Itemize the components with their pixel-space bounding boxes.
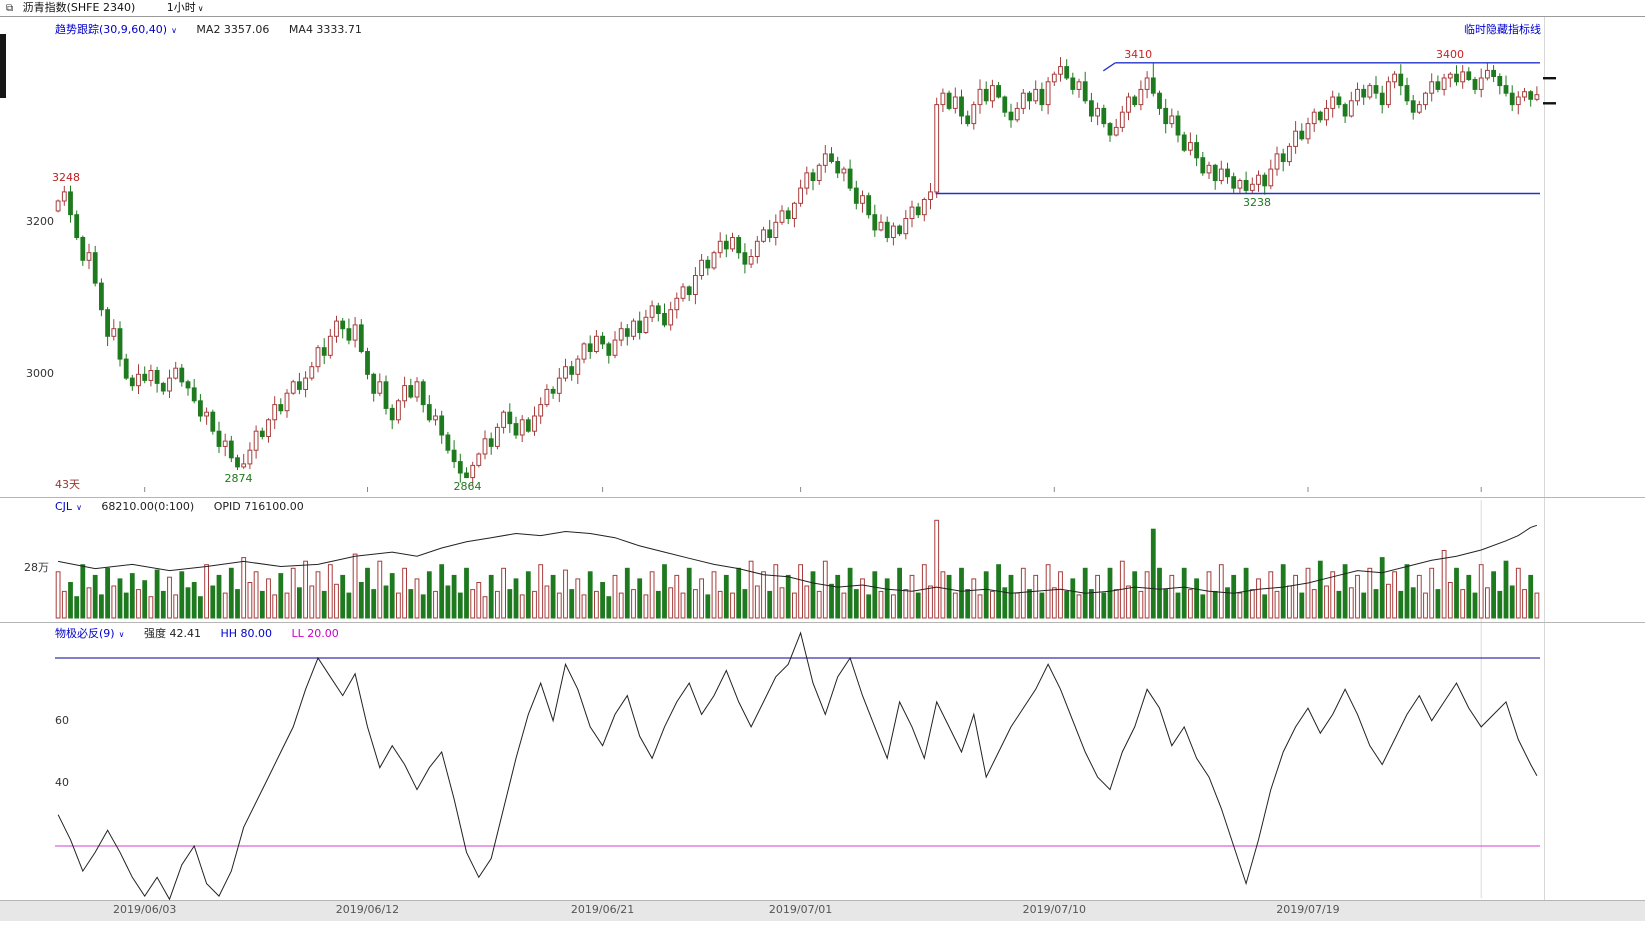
volume-panel-header: CJL ∨ 68210.00(0:100) OPID 716100.00: [55, 500, 320, 513]
volume-value: 68210.00(0:100): [101, 500, 195, 513]
left-edge-marker: [0, 34, 6, 98]
ll-value: LL 20.00: [291, 627, 339, 640]
ma2-value: MA2 3357.06: [196, 23, 270, 36]
price-panel-header: 趋势跟踪(30,9,60,40) ∨ MA2 3357.06 MA4 3333.7…: [55, 21, 378, 37]
chevron-down-icon[interactable]: ∨: [118, 630, 125, 639]
indicator-name[interactable]: 趋势跟踪(30,9,60,40): [55, 23, 168, 36]
period-label: 1小时: [166, 1, 196, 14]
oscillator-name[interactable]: 物极必反(9): [55, 627, 115, 640]
time-axis[interactable]: [0, 900, 1645, 921]
chevron-down-icon: ∨: [197, 4, 204, 13]
plot-right-border: [1544, 16, 1545, 900]
instrument-title[interactable]: 沥青指数(SHFE 2340): [22, 1, 136, 14]
oscillator-panel-header: 物极必反(9) ∨ 强度 42.41 HH 80.00 LL 20.00: [55, 625, 355, 641]
ma4-value: MA4 3333.71: [288, 23, 362, 36]
period-selector[interactable]: 1小时 ∨: [167, 1, 204, 14]
hh-value: HH 80.00: [220, 627, 272, 640]
instrument-icon: ⧉: [6, 3, 14, 14]
chevron-down-icon[interactable]: ∨: [76, 503, 82, 512]
opid-value: OPID 716100.00: [213, 500, 304, 513]
hide-indicators-link[interactable]: 临时隐藏指标线: [1464, 23, 1541, 36]
panel-divider: [0, 497, 1645, 498]
chevron-down-icon[interactable]: ∨: [171, 26, 177, 35]
title-bar: ⧉ 沥青指数(SHFE 2340) 1小时 ∨: [0, 0, 1645, 17]
volume-indicator-name[interactable]: CJL: [55, 500, 73, 513]
panel-divider: [0, 622, 1645, 623]
strength-value: 强度 42.41: [143, 627, 201, 640]
